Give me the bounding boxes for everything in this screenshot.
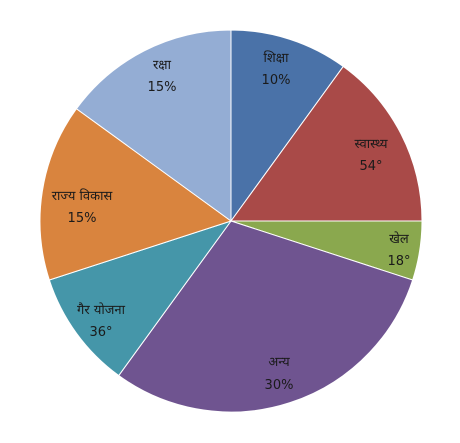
slice-value-label: 36° <box>89 325 112 340</box>
slice-name-label: अन्य <box>268 355 290 370</box>
slice-value-label: 10% <box>262 73 291 88</box>
slice-name-label: रक्षा <box>153 58 172 73</box>
pie-slice <box>230 65 423 222</box>
pie-slice <box>48 220 233 377</box>
labels-layer: शिक्षा 10% स्वास्थ्य 54° खेल 18° अन्य 30% गैर यो… <box>52 50 411 393</box>
slice-value-label: 18° <box>387 254 410 269</box>
pie-slice <box>230 29 344 223</box>
slice-name-label: गैर योजना <box>77 302 126 318</box>
pie-slice <box>118 220 414 413</box>
slice-value-label: 15% <box>68 211 97 226</box>
slice-name-label: स्वास्थ्य <box>354 137 387 152</box>
slice-name-label: खेल <box>389 231 409 247</box>
slice-value-label: 30% <box>265 378 294 393</box>
pie-slice <box>39 108 233 281</box>
slice-value-label: 15% <box>148 80 177 95</box>
slices-layer <box>39 29 423 413</box>
slice-name-label: राज्य विकास <box>52 188 113 204</box>
pie-slice <box>75 29 232 222</box>
slice-name-label: शिक्षा <box>264 50 290 66</box>
slice-value-label: 54° <box>359 159 382 174</box>
